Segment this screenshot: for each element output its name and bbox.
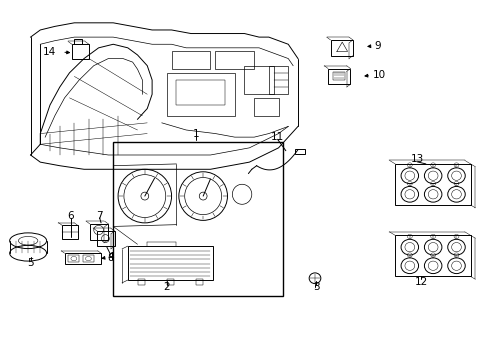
Text: 4: 4 [107, 252, 113, 262]
Bar [176, 80, 224, 105]
Bar [330, 40, 352, 56]
Bar [394, 164, 469, 205]
Bar [113, 143, 283, 296]
Bar [166, 73, 234, 116]
Text: 9: 9 [374, 41, 381, 51]
Text: 11: 11 [270, 132, 284, 142]
Bar [215, 51, 254, 69]
Text: 12: 12 [413, 277, 427, 287]
Bar [394, 235, 469, 276]
Bar [137, 279, 144, 285]
Text: 3: 3 [312, 282, 319, 292]
Text: 1: 1 [192, 129, 199, 139]
Bar [171, 51, 210, 69]
Bar [333, 72, 345, 80]
Bar [294, 149, 305, 154]
Bar [254, 98, 278, 116]
Text: 10: 10 [372, 70, 385, 80]
Bar [64, 253, 101, 264]
Text: 8: 8 [107, 252, 114, 262]
Bar [166, 279, 174, 285]
Text: 14: 14 [42, 47, 56, 57]
Bar [97, 231, 115, 246]
Bar [74, 39, 81, 44]
Bar [68, 255, 79, 262]
Bar [90, 224, 108, 240]
Text: 2: 2 [163, 282, 170, 292]
Text: 6: 6 [67, 211, 74, 221]
Bar [244, 66, 273, 94]
Bar [127, 246, 212, 280]
Text: 7: 7 [96, 211, 102, 221]
Text: 5: 5 [27, 258, 34, 268]
Bar [72, 44, 89, 59]
Bar [62, 225, 78, 239]
Bar [327, 68, 350, 84]
Bar [268, 66, 287, 94]
Bar [83, 255, 94, 262]
Text: 13: 13 [409, 154, 423, 164]
Bar [196, 279, 203, 285]
